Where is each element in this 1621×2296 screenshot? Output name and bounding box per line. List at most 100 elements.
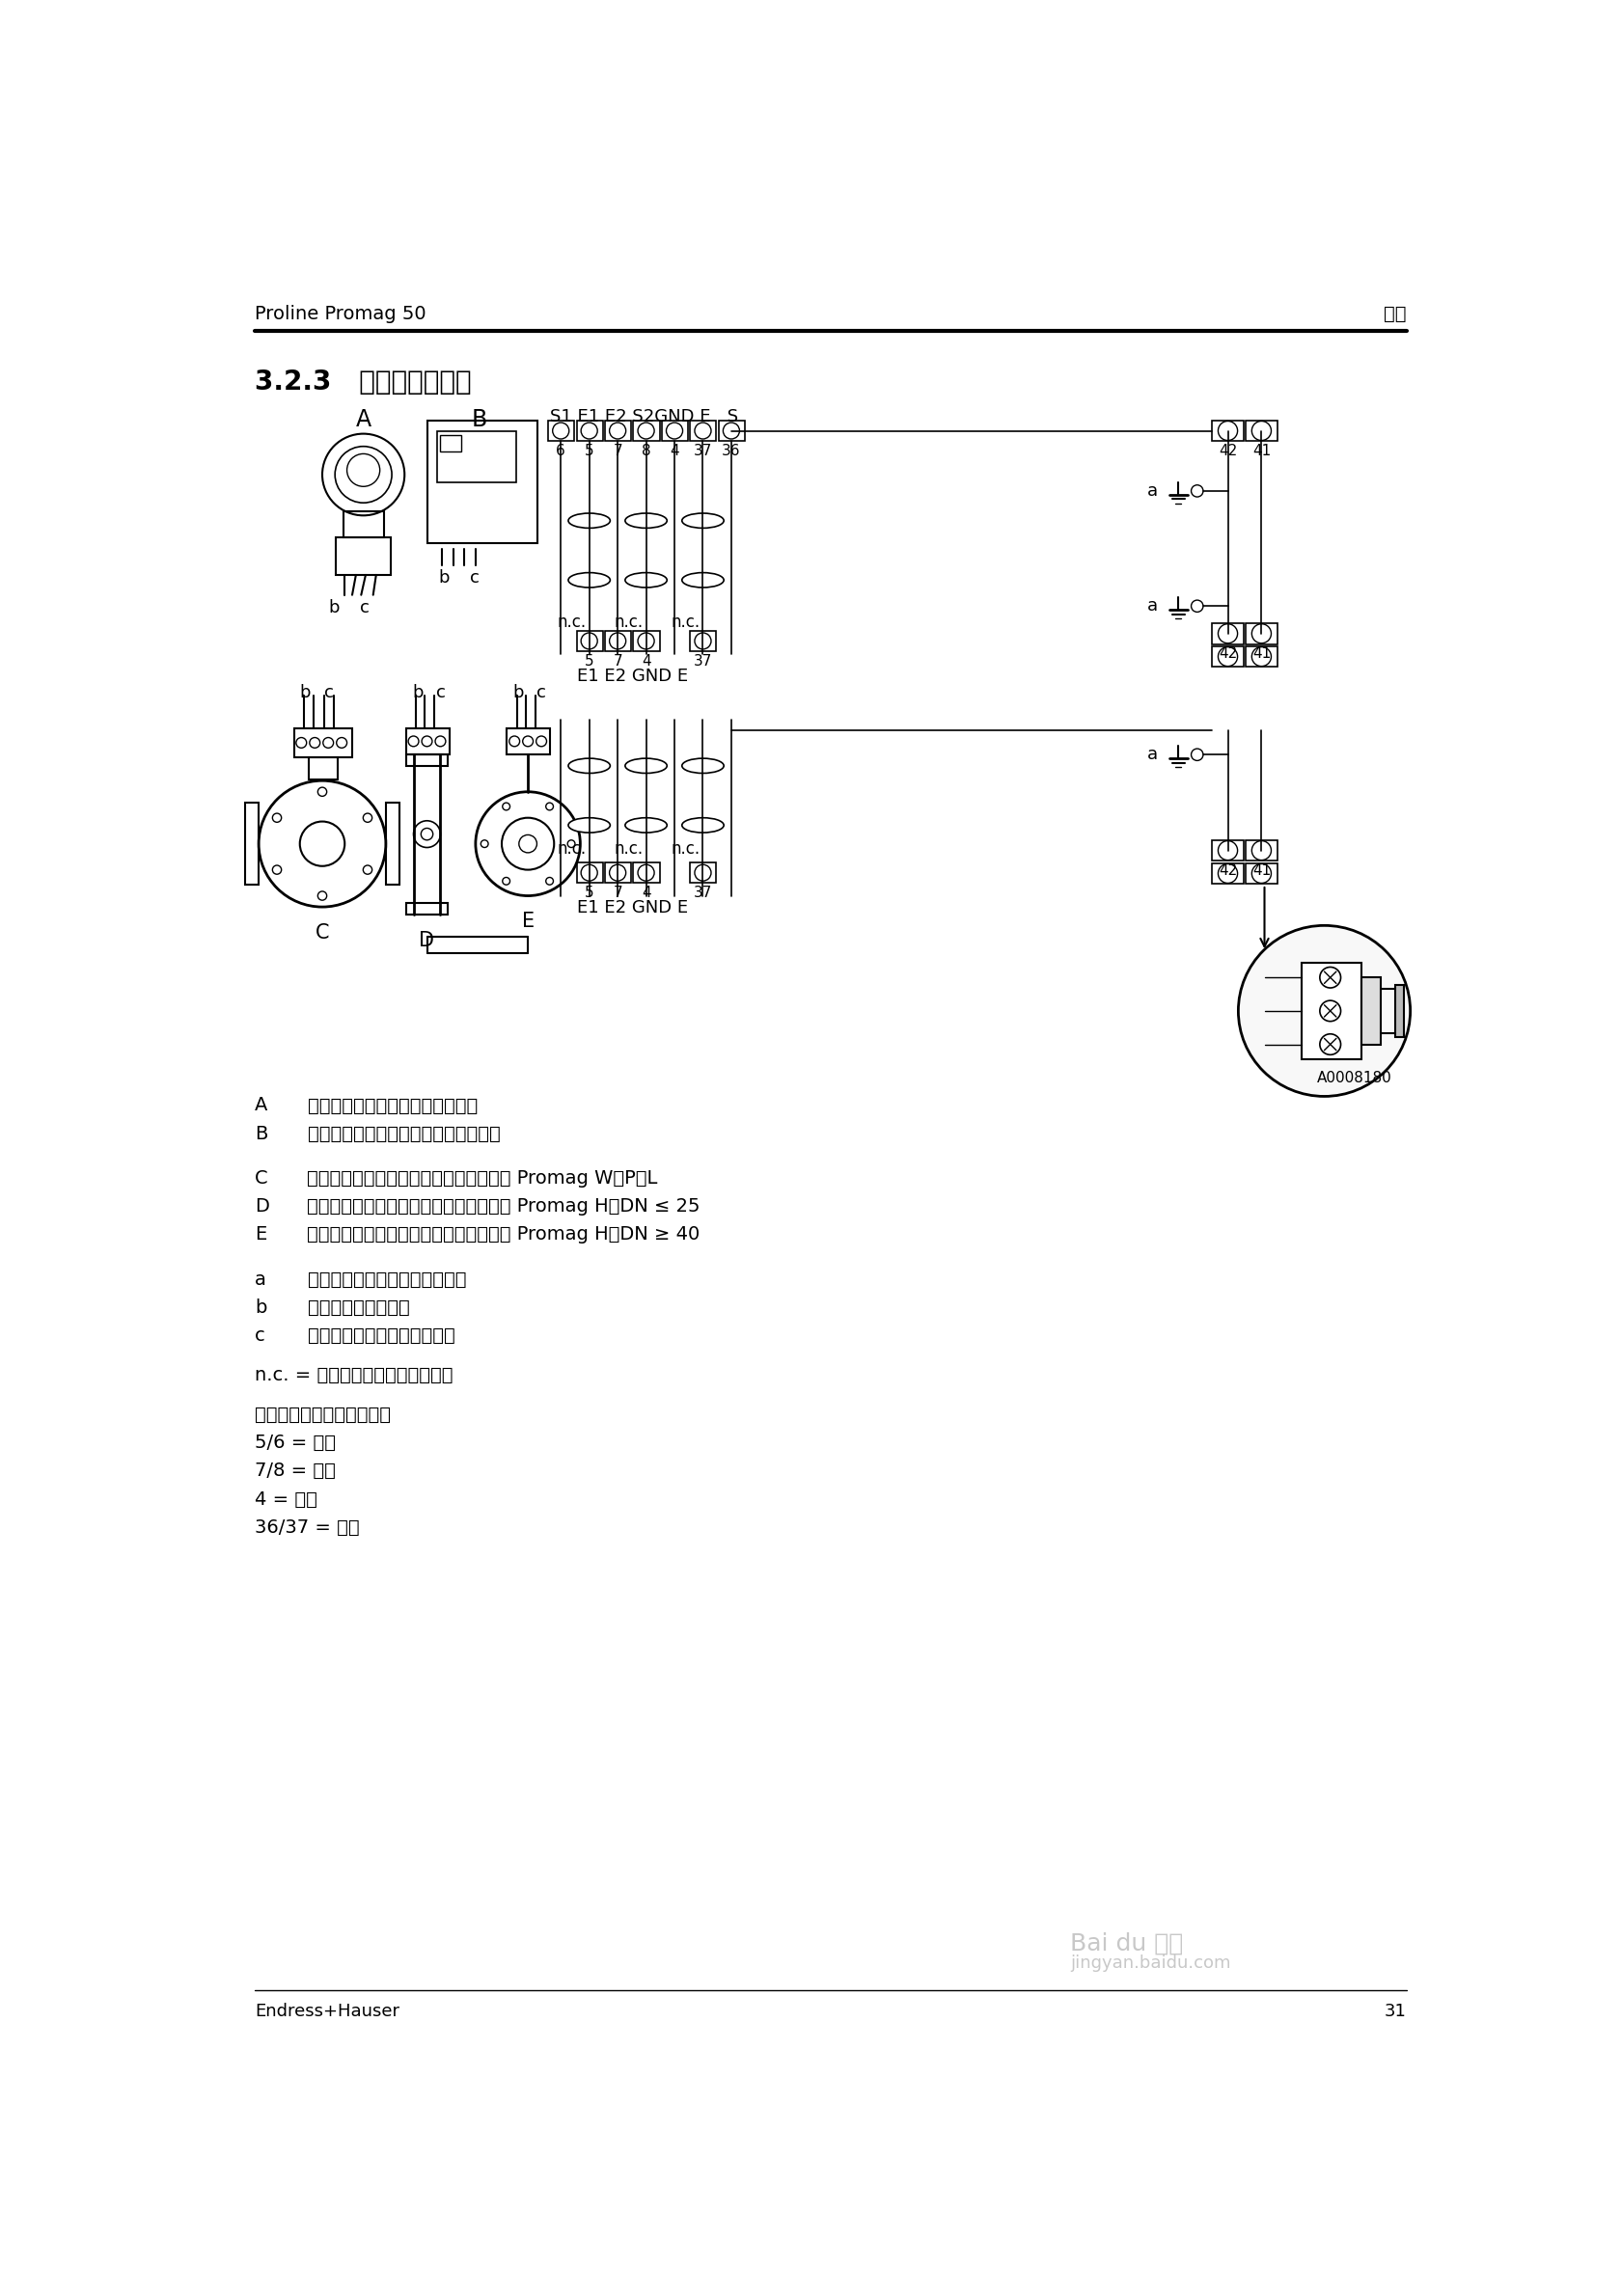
Text: B: B <box>254 1125 267 1143</box>
Text: n.c.: n.c. <box>671 613 700 631</box>
Text: 42: 42 <box>1219 863 1237 877</box>
Ellipse shape <box>682 514 725 528</box>
Bar <box>605 420 631 441</box>
Bar <box>405 728 449 755</box>
Text: 5: 5 <box>585 443 593 457</box>
Bar <box>1247 645 1277 666</box>
Text: E1 E2 GND E: E1 E2 GND E <box>577 668 687 684</box>
Bar <box>1247 863 1277 884</box>
Bar <box>718 420 744 441</box>
Bar <box>1213 420 1243 441</box>
Bar <box>1362 978 1381 1045</box>
Text: b: b <box>329 599 339 615</box>
Text: D: D <box>254 1199 269 1215</box>
Text: c: c <box>436 684 446 703</box>
Text: 7: 7 <box>613 654 622 668</box>
Text: b: b <box>300 684 311 703</box>
Bar <box>405 755 447 767</box>
Text: 42: 42 <box>1219 443 1237 457</box>
Text: 7: 7 <box>613 443 622 457</box>
Text: 7/8 = 白色: 7/8 = 白色 <box>254 1463 336 1481</box>
Ellipse shape <box>682 572 725 588</box>
Text: n.c.: n.c. <box>558 613 587 631</box>
Text: 41: 41 <box>1251 863 1271 877</box>
Text: 接地端子（用于电势平衡连接）: 接地端子（用于电势平衡连接） <box>308 1270 467 1288</box>
Text: 36/37 = 黄色: 36/37 = 黄色 <box>254 1518 360 1536</box>
Text: A: A <box>254 1097 267 1114</box>
Bar <box>634 631 660 652</box>
Text: Endress+Hauser: Endress+Hauser <box>254 2002 400 2020</box>
Text: b: b <box>412 684 423 703</box>
Text: E: E <box>254 1226 267 1244</box>
Bar <box>1213 863 1243 884</box>
Text: b: b <box>254 1300 267 1316</box>
Text: c: c <box>537 684 546 703</box>
Text: 信号电路的连接电缆（电极）: 信号电路的连接电缆（电极） <box>308 1327 456 1345</box>
Text: n.c. = 未连接、绶缘的电缆屏蔽层: n.c. = 未连接、绶缘的电缆屏蔽层 <box>254 1366 454 1384</box>
Text: b: b <box>438 569 449 585</box>
Bar <box>605 863 631 884</box>
Bar <box>426 420 538 542</box>
Bar <box>405 902 447 914</box>
Text: 42: 42 <box>1219 645 1237 661</box>
Bar <box>634 863 660 884</box>
Ellipse shape <box>682 758 725 774</box>
Ellipse shape <box>626 758 666 774</box>
Text: 36: 36 <box>721 443 741 457</box>
Text: B: B <box>472 409 488 432</box>
Text: 4 = 绿色: 4 = 绿色 <box>254 1490 318 1508</box>
Bar <box>507 728 551 755</box>
Text: 31: 31 <box>1384 2002 1407 2020</box>
Text: 8: 8 <box>642 443 650 457</box>
Text: S1 E1 E2 S2GND E   S: S1 E1 E2 S2GND E S <box>551 409 739 425</box>
Text: a: a <box>1146 597 1157 615</box>
Text: c: c <box>324 684 334 703</box>
Bar <box>605 631 631 652</box>
Text: C: C <box>254 1169 267 1187</box>
Bar <box>386 804 399 884</box>
Ellipse shape <box>569 758 609 774</box>
Text: c: c <box>470 569 480 585</box>
Text: 传感器接线盒外壳，分体式仪表，适用于 Promag H，DN ≤ 25: 传感器接线盒外壳，分体式仪表，适用于 Promag H，DN ≤ 25 <box>308 1199 700 1215</box>
Text: n.c.: n.c. <box>614 613 644 631</box>
Bar <box>577 420 603 441</box>
Text: 线圈电路的连接电缆: 线圈电路的连接电缆 <box>308 1300 410 1316</box>
Text: c: c <box>254 1327 266 1345</box>
Text: 3.2.3   连接电缆的接线: 3.2.3 连接电缆的接线 <box>254 367 472 395</box>
Ellipse shape <box>626 572 666 588</box>
Text: 41: 41 <box>1251 645 1271 661</box>
Ellipse shape <box>1238 925 1410 1097</box>
Bar <box>691 420 716 441</box>
Bar <box>691 863 716 884</box>
Bar <box>1213 622 1243 643</box>
Text: 41: 41 <box>1251 443 1271 457</box>
Bar <box>1247 840 1277 861</box>
Ellipse shape <box>569 817 609 833</box>
Ellipse shape <box>626 514 666 528</box>
Text: 37: 37 <box>694 443 712 457</box>
Bar <box>441 436 462 452</box>
Ellipse shape <box>569 572 609 588</box>
Bar <box>1213 840 1243 861</box>
Bar <box>577 631 603 652</box>
Text: A0008180: A0008180 <box>1316 1070 1391 1084</box>
Text: n.c.: n.c. <box>671 840 700 856</box>
Bar <box>344 512 384 537</box>
Text: Bai du 经验: Bai du 经验 <box>1070 1931 1183 1956</box>
Bar <box>438 432 515 482</box>
Text: E1 E2 GND E: E1 E2 GND E <box>577 900 687 916</box>
Text: 传感器接线盒外壳，分体式仪表，适用于 Promag W、P、L: 传感器接线盒外壳，分体式仪表，适用于 Promag W、P、L <box>308 1169 658 1187</box>
Text: 4: 4 <box>642 654 650 668</box>
Text: 5: 5 <box>585 654 593 668</box>
Ellipse shape <box>569 514 609 528</box>
Text: a: a <box>1146 482 1157 501</box>
Bar <box>1247 622 1277 643</box>
Bar <box>548 420 574 441</box>
Text: 5/6 = 棕色: 5/6 = 棕色 <box>254 1433 336 1451</box>
Text: a: a <box>1146 746 1157 762</box>
Bar <box>1396 985 1404 1038</box>
Bar <box>577 863 603 884</box>
Text: jingyan.baidu.com: jingyan.baidu.com <box>1070 1954 1230 1972</box>
Text: 7: 7 <box>613 886 622 900</box>
Text: 墙装式变送器接线盒外壳，分体式仪表: 墙装式变送器接线盒外壳，分体式仪表 <box>308 1125 499 1143</box>
